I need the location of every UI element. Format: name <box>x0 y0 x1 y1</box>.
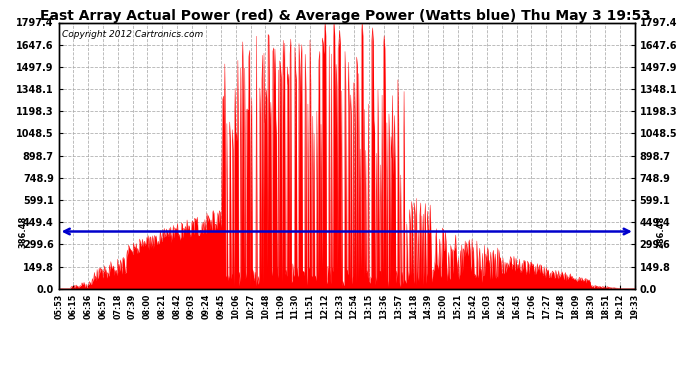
Text: 386.48: 386.48 <box>19 215 28 248</box>
Text: 386.48: 386.48 <box>656 215 665 248</box>
Text: East Array Actual Power (red) & Average Power (Watts blue) Thu May 3 19:53: East Array Actual Power (red) & Average … <box>39 9 651 23</box>
Text: Copyright 2012 Cartronics.com: Copyright 2012 Cartronics.com <box>61 30 203 39</box>
